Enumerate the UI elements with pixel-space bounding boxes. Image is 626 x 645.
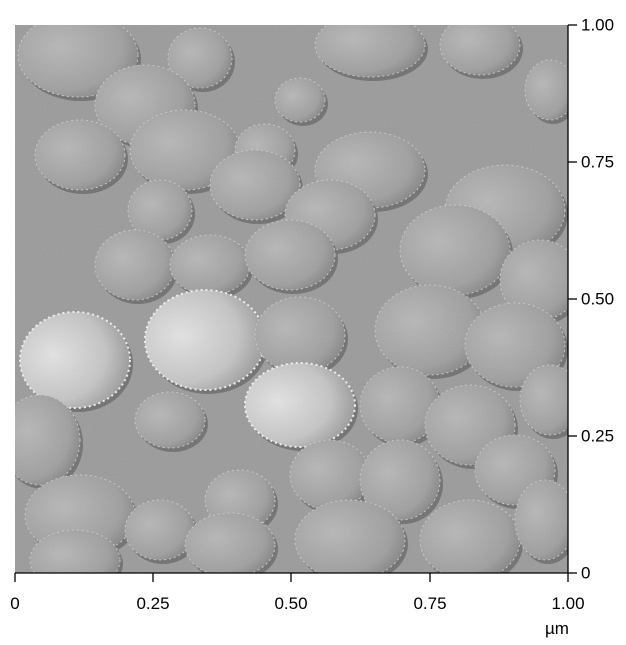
axes — [14, 24, 577, 582]
x-tick-label-3: 0.75 — [413, 594, 447, 613]
x-axis-unit: µm — [545, 619, 569, 638]
x-tick-label-2: 0.50 — [274, 594, 308, 613]
y-tick-label-3: 0.75 — [581, 152, 615, 172]
x-tick-label-4: 1.00 — [551, 594, 585, 613]
y-tick-label-1: 0.25 — [581, 426, 615, 446]
noise-overlay — [15, 25, 568, 573]
y-tick-label-2: 0.50 — [581, 289, 615, 309]
y-tick-label-4: 1.00 — [581, 15, 615, 35]
afm-image — [15, 25, 568, 573]
x-tick-label-0: 0 — [10, 594, 20, 613]
x-tick-label-1: 0.25 — [136, 594, 170, 613]
y-tick-label-0: 0 — [581, 563, 591, 583]
